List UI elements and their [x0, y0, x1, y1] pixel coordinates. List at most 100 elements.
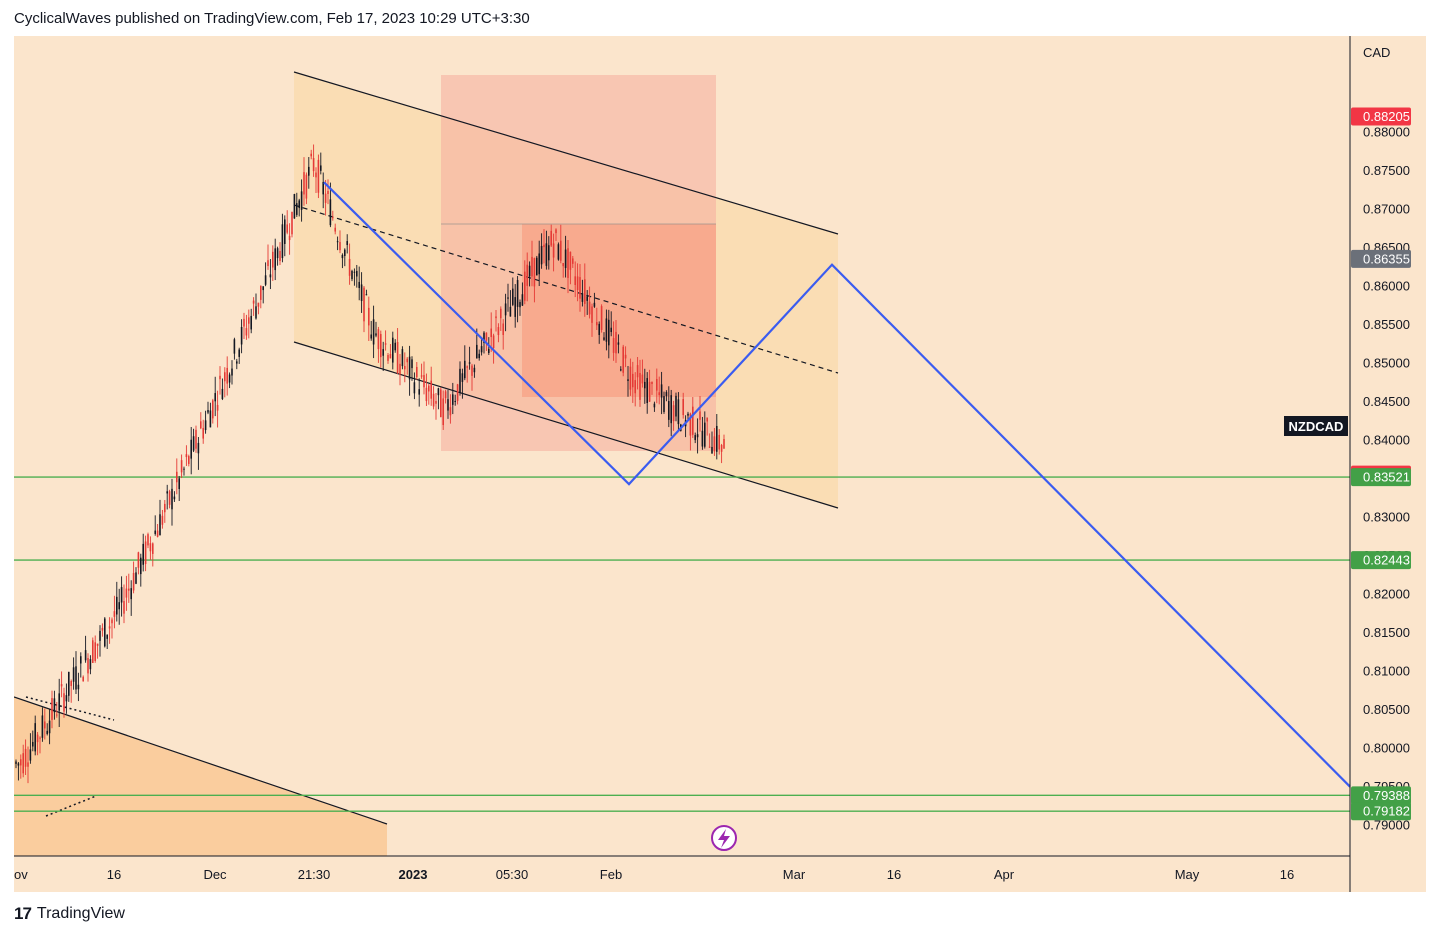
x-tick-label: 16	[1280, 867, 1294, 882]
candle-body	[564, 249, 567, 268]
candle-body	[387, 355, 389, 361]
candle-body	[576, 276, 579, 291]
candle-body	[204, 420, 207, 431]
candle-body	[699, 411, 701, 420]
candle-body	[89, 659, 92, 670]
candle-body	[356, 270, 358, 277]
candle-body	[716, 425, 718, 452]
price-badge-label: 0.79182	[1363, 804, 1410, 819]
candle-body	[648, 381, 651, 402]
y-tick-label: 0.84000	[1363, 433, 1410, 448]
candle-body	[262, 286, 264, 291]
candle-body	[459, 368, 461, 393]
candle-body	[552, 243, 555, 258]
candle-body	[152, 543, 154, 554]
candle-body	[425, 387, 428, 402]
candle-body	[401, 349, 404, 367]
candle-body	[272, 251, 274, 268]
price-badge	[1351, 551, 1411, 570]
candle-body	[368, 307, 370, 326]
candle-body	[569, 251, 572, 270]
candle-body	[440, 389, 442, 418]
candle-body	[168, 491, 171, 505]
candle-body	[579, 277, 581, 299]
candle-body	[183, 468, 185, 470]
price-chart[interactable]: CAD0.880000.875000.870000.865000.860000.…	[14, 36, 1426, 892]
candle-body	[504, 303, 507, 316]
inner-target-zone-box	[522, 224, 716, 397]
price-badge-label: 0.86355	[1363, 251, 1410, 266]
candle-body	[363, 287, 365, 322]
candle-body	[478, 353, 480, 359]
candle-body	[615, 331, 617, 354]
candle-body	[639, 372, 641, 400]
candle-body	[461, 373, 464, 382]
candle-body	[308, 166, 310, 176]
candle-body	[653, 403, 656, 408]
candle-body	[375, 333, 377, 336]
candle-body	[41, 715, 44, 738]
candle-body	[620, 369, 622, 371]
candle-body	[15, 761, 17, 764]
candle-body	[171, 488, 173, 510]
candle-body	[144, 541, 147, 565]
candle-body	[178, 478, 180, 490]
candle-body	[665, 392, 668, 397]
candle-body	[509, 306, 512, 317]
candle-body	[588, 301, 591, 315]
candle-body	[672, 405, 675, 422]
candle-body	[466, 366, 468, 368]
candle-body	[396, 342, 399, 373]
candle-body	[200, 421, 202, 429]
y-tick-label: 0.86000	[1363, 279, 1410, 294]
candle-body	[706, 417, 708, 422]
candle-body	[528, 265, 531, 277]
candle-body	[464, 360, 466, 379]
candle-body	[675, 395, 677, 417]
candle-body	[317, 159, 320, 193]
y-tick-label: 0.81500	[1363, 625, 1410, 640]
y-tick-label: 0.80500	[1363, 702, 1410, 717]
candle-body	[68, 671, 70, 696]
candle-body	[372, 319, 375, 345]
candle-body	[629, 366, 632, 390]
x-tick-label: ov	[14, 867, 28, 882]
candle-body	[80, 656, 82, 664]
candle-body	[231, 368, 233, 376]
candle-body	[94, 642, 96, 661]
candle-body	[682, 399, 684, 416]
candle-body	[341, 254, 344, 259]
candle-body	[240, 326, 243, 345]
candle-body	[507, 297, 509, 299]
price-badge-label: 0.82443	[1363, 553, 1410, 568]
candle-body	[24, 748, 27, 767]
candle-body	[104, 618, 106, 647]
x-tick-label: Feb	[600, 867, 622, 882]
candle-body	[264, 275, 267, 285]
lower-channel-fill	[14, 697, 387, 856]
candle-body	[48, 720, 51, 734]
candle-body	[300, 191, 303, 210]
candle-body	[305, 174, 308, 199]
candle-body	[437, 388, 440, 396]
candle-body	[418, 389, 420, 395]
candle-body	[27, 762, 29, 767]
candle-body	[413, 382, 416, 394]
candle-body	[36, 734, 39, 743]
candle-body	[663, 396, 665, 412]
candle-body	[135, 572, 137, 584]
candle-body	[84, 650, 87, 661]
y-tick-label: 0.88000	[1363, 125, 1410, 140]
candle-body	[72, 667, 75, 682]
candle-body	[288, 235, 291, 241]
chart-panel[interactable]: CAD 0.88000 0.87500 0.87000 0.86500 0.86000 0.…	[14, 36, 1426, 892]
candle-body	[519, 302, 521, 308]
candle-body	[51, 698, 53, 720]
candle-body	[353, 271, 356, 273]
x-tick-label: 21:30	[298, 867, 331, 882]
candle-body	[334, 227, 336, 232]
candle-body	[303, 172, 305, 195]
price-badge	[1351, 107, 1411, 126]
candle-body	[32, 741, 34, 747]
candle-body	[336, 241, 339, 243]
